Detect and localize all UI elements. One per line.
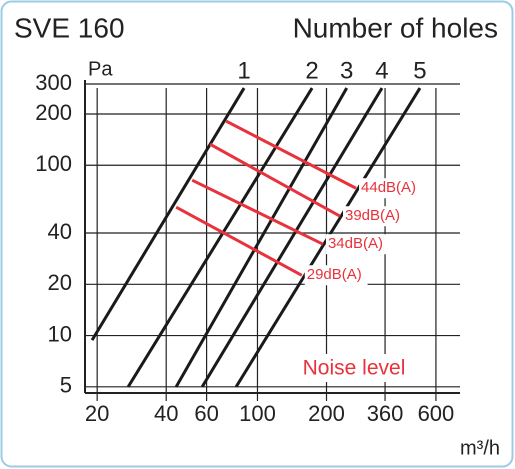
series-line [209,142,341,218]
y-tick-label: 100 [35,151,72,176]
y-tick-label: 20 [48,270,72,295]
x-tick-label: 600 [418,401,455,426]
annotation-bg [292,354,418,382]
x-tick-label: 100 [239,401,276,426]
series-line [90,87,246,341]
series-label: 4 [375,57,388,84]
series-label: 39dB(A) [345,207,400,224]
y-tick-label: 200 [35,100,72,125]
series-label: 1 [237,57,250,84]
series-label: 44dB(A) [361,179,416,196]
annotation: Noise level [303,357,406,380]
series-label: 5 [413,57,426,84]
label-bg [342,206,406,227]
y-tick-label: 40 [48,219,72,244]
y-axis-label: Pa [88,58,113,80]
series-label: 34dB(A) [328,235,383,252]
y-tick-label: 300 [35,70,72,95]
x-tick-label: 360 [367,401,404,426]
series-label: 29dB(A) [307,266,362,283]
series-line [191,178,324,246]
label-bg [304,265,368,286]
x-tick-label: 40 [154,401,178,426]
x-tick-label: 60 [194,401,218,426]
series-line [175,205,303,277]
series-line [225,119,357,190]
x-axis-label: m³/h [460,437,500,459]
chart-title: SVE 160 [14,12,125,43]
label-bg [359,178,422,199]
x-tick-label: 20 [85,401,109,426]
series-label: 2 [305,57,318,84]
chart-subtitle: Number of holes [293,12,498,43]
label-bg [325,234,389,255]
x-tick-label: 200 [308,401,345,426]
y-tick-label: 5 [60,373,72,398]
series-line [200,87,384,388]
series-line [126,87,314,388]
series-label: 3 [340,57,353,84]
series-line [174,87,349,388]
y-tick-label: 10 [48,321,72,346]
